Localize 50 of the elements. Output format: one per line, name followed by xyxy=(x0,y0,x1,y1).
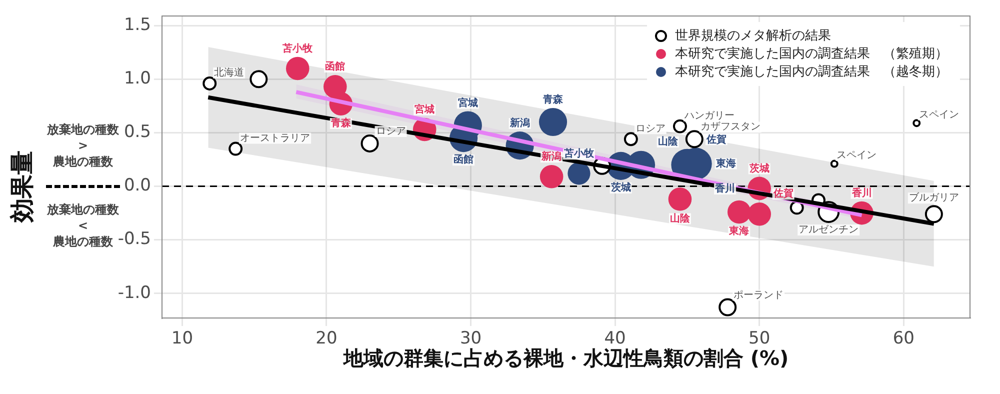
annotation: 茨城 xyxy=(748,162,770,174)
annotation: ロシア xyxy=(635,123,666,134)
annotation: 北海道 xyxy=(214,66,244,79)
annotation: 佐賀 xyxy=(705,133,726,146)
x-tick-label: 50 xyxy=(748,328,770,349)
annotation: 新潟 xyxy=(508,117,530,130)
x-axis-title: 地域の群集に占める裸地・水辺性鳥類の割合 (%) xyxy=(342,346,789,370)
y-tick-label: -1.0 xyxy=(118,282,151,303)
legend-label: 本研究で実施した国内の調査結果 （繁殖期） xyxy=(675,45,948,62)
annotation: 茨城 xyxy=(610,182,631,194)
annotation: 函館 xyxy=(325,60,346,73)
annotation: 香川 xyxy=(850,186,872,199)
text: 放棄地の種数 < 農地の種数 xyxy=(46,202,120,248)
y-tick-label: -0.5 xyxy=(118,229,151,250)
annotation: スペイン xyxy=(918,109,959,120)
annotation: アルゼンチン xyxy=(798,224,859,236)
annotation: 香川 xyxy=(714,182,736,195)
annotation: 佐賀 xyxy=(772,188,794,200)
y-tick-label: 0.5 xyxy=(124,122,151,142)
y-tick-label: 1.0 xyxy=(124,68,151,89)
annotation: 東海 xyxy=(714,157,736,170)
y-axis-title: 効果量 xyxy=(8,150,36,224)
annotation: 東海 xyxy=(728,225,750,238)
annotation: 新潟 xyxy=(540,150,562,163)
annotation: 青森 xyxy=(542,94,564,106)
x-tick-label: 40 xyxy=(604,328,626,349)
annotation: ハンガリー xyxy=(683,110,734,122)
y-tick-label: 0.0 xyxy=(124,176,151,196)
x-tick-label: 60 xyxy=(892,328,914,349)
annotation: ブルガリア xyxy=(908,192,959,204)
annotation: 苫小牧 xyxy=(282,42,314,54)
annotation: 苫小牧 xyxy=(562,148,595,160)
annotation: カザフスタン xyxy=(700,122,760,133)
x-tick-label: 20 xyxy=(316,328,338,349)
annotation: 山陰 xyxy=(658,136,679,148)
annotation: オーストラリア xyxy=(240,132,310,144)
annotation: スペイン xyxy=(836,150,877,162)
legend-label: 世界規模のメタ解析の結果 xyxy=(675,28,831,44)
annotation: ロシア xyxy=(376,126,406,138)
annotation: 山陰 xyxy=(670,212,691,224)
y-tick-label: 1.5 xyxy=(124,15,151,36)
annotation: 青森 xyxy=(330,117,352,130)
x-tick-label: 10 xyxy=(171,328,194,349)
annotation: 宮城 xyxy=(458,96,478,109)
annotation: ポーランド xyxy=(734,290,784,301)
annotation: 宮城 xyxy=(414,103,435,116)
text: 放棄地の種数 > 農地の種数 xyxy=(46,122,120,168)
legend-label: 本研究で実施した国内の調査結果 （越冬期） xyxy=(675,63,948,80)
annotation: 函館 xyxy=(454,154,474,166)
x-tick-label: 30 xyxy=(460,328,482,349)
